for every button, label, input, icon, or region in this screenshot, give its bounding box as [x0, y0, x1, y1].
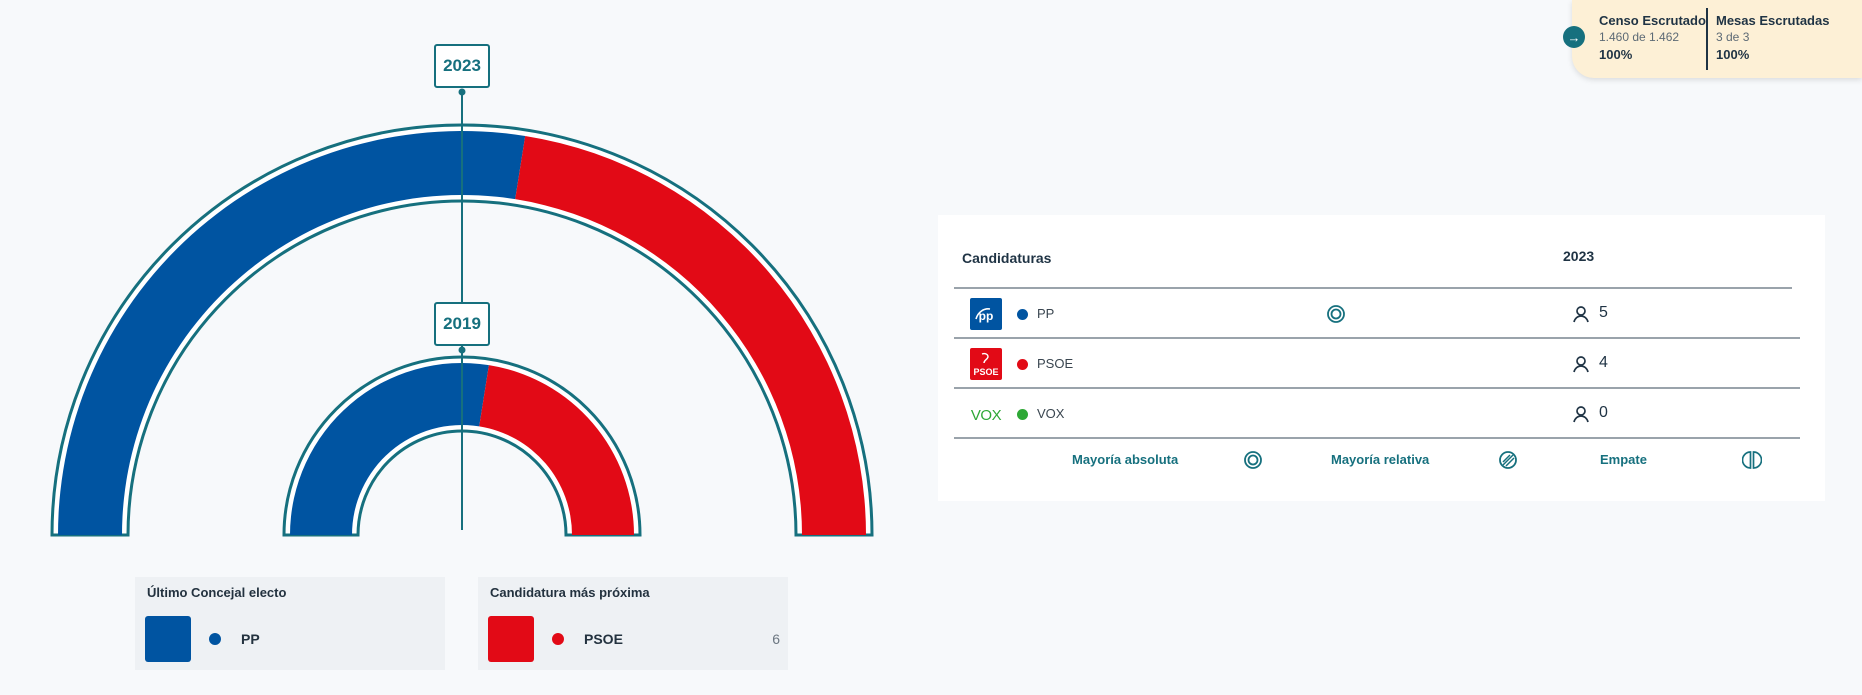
- scrutiny-divider: [1706, 8, 1708, 70]
- closest-candidate-dot: [552, 633, 564, 645]
- party-color-dot: [1017, 309, 1028, 320]
- inner-ring-psoe-segment: [479, 365, 634, 535]
- hemicycle-chart: [50, 88, 874, 537]
- user-icon: [1573, 356, 1589, 373]
- year-header: 2023: [1563, 248, 1595, 264]
- scrutiny-panel: → Censo Escrutado 1.460 de 1.462 100% Me…: [1563, 0, 1862, 78]
- closest-candidate-swatch: [488, 616, 534, 662]
- row-divider: [954, 437, 1800, 439]
- party-color-dot: [1017, 359, 1028, 370]
- census-detail: 1.460 de 1.462: [1599, 30, 1680, 44]
- absolute-majority-icon: [1327, 305, 1345, 323]
- census-label: Censo Escrutado: [1599, 13, 1706, 28]
- last-elected-title: Último Concejal electo: [147, 585, 287, 600]
- table-row-psoe[interactable]: PSOE PSOE 4: [954, 339, 1800, 387]
- row-divider: [954, 337, 1800, 339]
- year-label-2023: 2023: [434, 44, 490, 88]
- closest-candidate-party: PSOE: [584, 631, 623, 647]
- last-elected-dot: [209, 633, 221, 645]
- seat-count: 0: [1599, 404, 1608, 421]
- tables-block: Mesas Escrutadas 3 de 3 100%: [1716, 12, 1829, 63]
- year-label-2019: 2019: [434, 302, 490, 346]
- user-icon: [1573, 306, 1589, 323]
- user-icon: [1573, 406, 1589, 423]
- indicator-dot-inner: [458, 346, 466, 354]
- svg-text:pp: pp: [979, 309, 994, 323]
- party-name: VOX: [1037, 406, 1065, 421]
- psoe-logo: PSOE: [970, 348, 1002, 380]
- legend-tie: Empate: [1600, 452, 1647, 467]
- relative-majority-icon: [1499, 451, 1517, 469]
- tables-percent: 100%: [1716, 47, 1750, 62]
- seat-count: 4: [1599, 354, 1608, 371]
- last-elected-card: Último Concejal electo PP: [135, 577, 445, 670]
- header-divider: [954, 287, 1792, 289]
- pp-logo: pp: [970, 298, 1002, 330]
- candidates-header: Candidaturas: [962, 250, 1052, 266]
- legend-absolute-majority: Mayoría absoluta: [1072, 452, 1179, 467]
- table-row-pp[interactable]: pp PP 5: [954, 289, 1800, 337]
- tables-detail: 3 de 3: [1716, 30, 1750, 44]
- party-color-dot: [1017, 409, 1028, 420]
- census-percent: 100%: [1599, 47, 1633, 62]
- svg-text:VOX: VOX: [971, 407, 1002, 424]
- absolute-majority-icon: [1244, 451, 1262, 469]
- last-elected-party: PP: [241, 631, 260, 647]
- arrow-right-icon[interactable]: →: [1563, 26, 1585, 48]
- last-elected-swatch: [145, 616, 191, 662]
- vox-logo: VOX: [971, 407, 1002, 424]
- row-divider: [954, 387, 1800, 389]
- tie-icon: [1742, 451, 1762, 469]
- seat-count: 5: [1599, 304, 1608, 321]
- tables-label: Mesas Escrutadas: [1716, 13, 1830, 28]
- results-table: Candidaturas 2023 pp PP 5: [938, 215, 1825, 501]
- census-block: Censo Escrutado 1.460 de 1.462 100%: [1599, 12, 1706, 63]
- svg-text:PSOE: PSOE: [973, 367, 998, 377]
- closest-candidate-card: Candidatura más próxima PSOE 6: [478, 577, 788, 670]
- closest-candidate-count: 6: [772, 631, 780, 647]
- legend-relative-majority: Mayoría relativa: [1331, 452, 1430, 467]
- closest-candidate-title: Candidatura más próxima: [490, 585, 650, 600]
- inner-ring-pp-segment: [290, 363, 489, 535]
- party-name: PSOE: [1037, 356, 1074, 371]
- outer-ring-psoe-segment: [515, 135, 866, 535]
- indicator-dot-outer: [458, 88, 466, 96]
- outer-ring-pp-segment: [58, 131, 526, 535]
- table-row-vox[interactable]: VOX VOX 0: [954, 389, 1800, 437]
- party-name: PP: [1037, 306, 1055, 321]
